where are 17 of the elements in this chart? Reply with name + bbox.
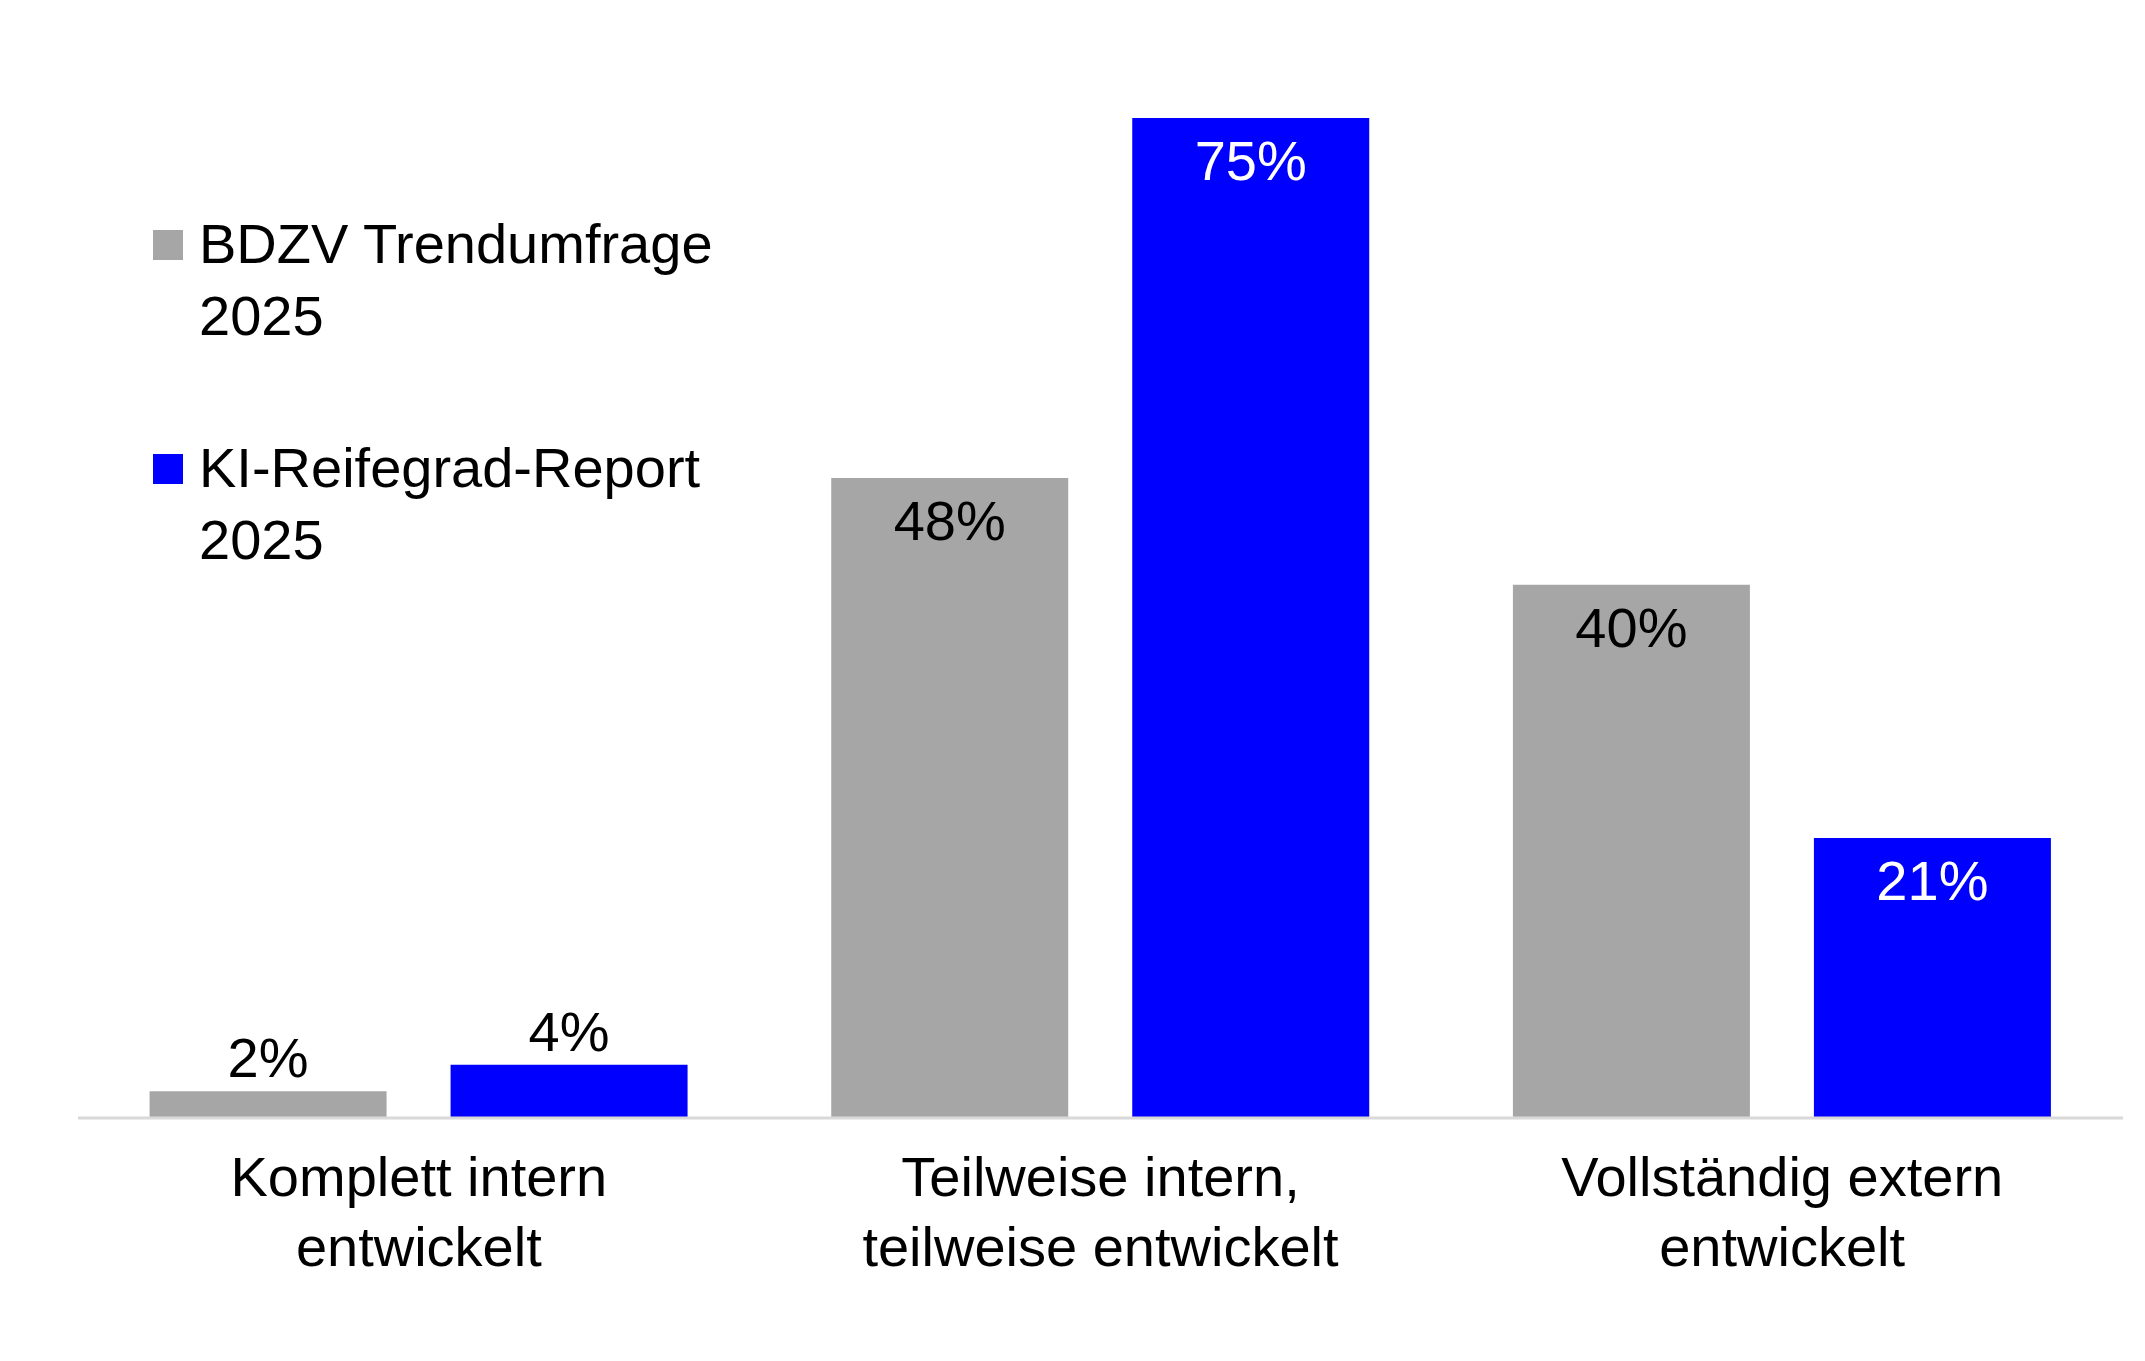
legend-label: BDZV Trendumfrage 2025 [199,211,714,349]
legend-label: KI-Reifegrad-Report 2025 [199,435,702,573]
x-tick-label: Teilweise intern, teilweise entwickelt [862,1145,1340,1278]
data-label: 40% [1575,595,1688,659]
bar [1512,584,1750,1118]
x-tick-label: Komplett intern entwickelt [230,1145,608,1278]
bar [1132,118,1370,1118]
data-label: 75% [1194,129,1307,192]
data-label: 2% [227,1026,309,1090]
bar [450,1064,688,1118]
data-label: 48% [893,489,1006,552]
data-label: 4% [528,999,610,1063]
data-label: 21% [1876,849,1989,912]
bar [831,478,1069,1118]
x-tick-label: Vollständig extern entwickelt [1561,1145,2004,1278]
bar [149,1091,387,1118]
bar [1813,838,2051,1118]
